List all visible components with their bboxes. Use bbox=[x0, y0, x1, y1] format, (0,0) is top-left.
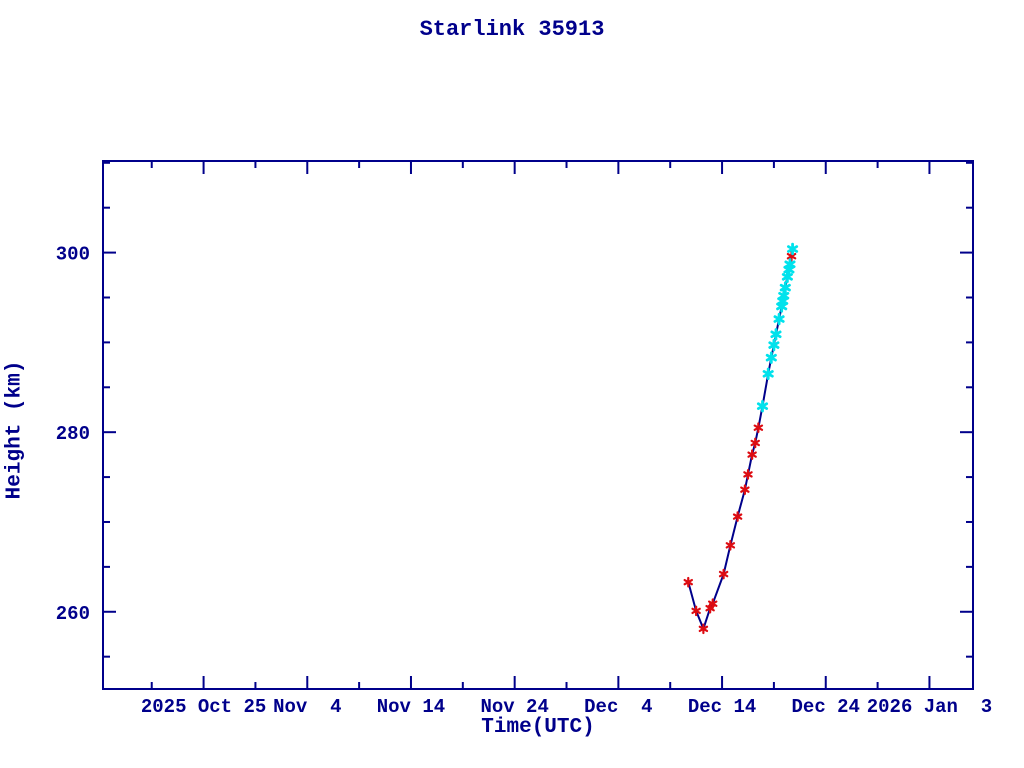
observed-height-marker bbox=[725, 540, 736, 551]
predicted-height-marker bbox=[781, 270, 793, 284]
predicted-height-marker bbox=[765, 351, 777, 364]
predicted-height-marker bbox=[756, 399, 769, 413]
observed-height-marker bbox=[698, 623, 709, 635]
x-tick-label: Nov 24 bbox=[480, 696, 548, 718]
observed-height-marker bbox=[740, 484, 750, 495]
y-tick-label: 280 bbox=[56, 423, 90, 445]
y-ticks bbox=[103, 161, 973, 658]
observed-height-marker bbox=[718, 568, 729, 580]
plot-frame bbox=[102, 160, 974, 690]
x-axis-title: Time(UTC) bbox=[481, 716, 595, 739]
x-tick-label: Dec 24 bbox=[792, 696, 860, 718]
observed-height-marker bbox=[691, 605, 701, 617]
predicted-height-marker bbox=[762, 367, 774, 381]
x-tick-label: Dec 14 bbox=[688, 696, 756, 718]
height-trend-line bbox=[687, 248, 794, 630]
observed-height-marker bbox=[732, 511, 743, 522]
predicted-height-marker bbox=[787, 242, 799, 256]
x-ticks bbox=[150, 161, 931, 689]
observed-height-marker bbox=[750, 437, 760, 449]
chart-title: Starlink 35913 bbox=[419, 17, 605, 42]
x-tick-label: Nov 4 bbox=[273, 696, 341, 718]
observed-height-marker bbox=[753, 422, 764, 433]
predicted-height-marker bbox=[784, 258, 796, 271]
observed-height-marker bbox=[707, 598, 718, 609]
y-tick-label: 260 bbox=[56, 603, 90, 625]
y-tick-label: 300 bbox=[56, 244, 90, 266]
predicted-height-marker bbox=[770, 328, 782, 341]
observed-height-marker bbox=[747, 449, 757, 460]
x-tick-label: Dec 4 bbox=[584, 696, 652, 718]
predicted-height-marker bbox=[778, 289, 790, 302]
predicted-height-marker bbox=[773, 312, 785, 326]
x-tick-label: 2025 Oct 25 bbox=[141, 696, 266, 718]
observed-height-marker bbox=[683, 576, 693, 588]
observed-height-marker bbox=[743, 469, 753, 480]
x-tick-label: 2026 Jan 3 bbox=[867, 696, 992, 718]
x-tick-label: Nov 14 bbox=[377, 696, 445, 718]
predicted-height-marker bbox=[779, 281, 791, 294]
predicted-height-marker bbox=[768, 338, 780, 352]
